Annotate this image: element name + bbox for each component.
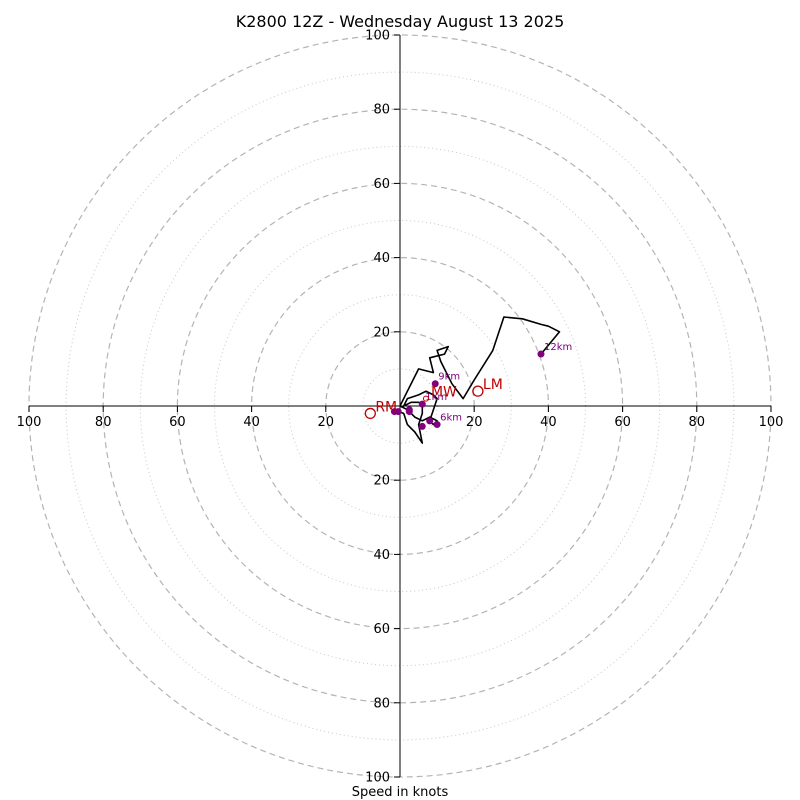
- tick-label-right-20: 20: [466, 415, 483, 430]
- axis-tick-labels: 100 80 60 40 20 20 40 60 80 100 100 80 60 40 20 20 40 60 8…: [17, 29, 784, 786]
- tick-label-right-100: 100: [759, 415, 784, 430]
- height-markers: 1km 6km 9km 12km: [390, 342, 572, 430]
- storm-motion-label-MW: MW: [431, 385, 457, 401]
- storm-motion-markers: RM LM MW: [364, 377, 503, 420]
- height-marker-6: [426, 417, 434, 425]
- height-marker-6km: [433, 421, 441, 429]
- storm-motion-marker-RM: [364, 407, 376, 420]
- tick-label-right-60: 60: [614, 415, 631, 430]
- tick-label-bottom-100: 100: [365, 771, 390, 786]
- storm-motion-label-RM: RM: [375, 399, 397, 415]
- storm-motion-marker-MW: [422, 395, 429, 402]
- tick-label-top-40: 40: [373, 251, 390, 266]
- tick-label-bottom-80: 80: [373, 696, 390, 711]
- x-axis-label: Speed in knots: [352, 785, 449, 800]
- height-marker-1: [390, 408, 398, 416]
- tick-label-top-80: 80: [373, 103, 390, 118]
- height-marker-12km: [537, 350, 545, 358]
- tick-label-left-20: 20: [318, 415, 335, 430]
- storm-motion-marker-LM: [472, 385, 484, 397]
- tick-label-bottom-60: 60: [373, 622, 390, 637]
- tick-label-left-40: 40: [243, 415, 260, 430]
- height-label-9km: 9km: [438, 372, 460, 383]
- height-marker-9km: [431, 380, 439, 388]
- tick-label-top-20: 20: [373, 325, 390, 340]
- tick-label-right-40: 40: [540, 415, 557, 430]
- height-label-6km: 6km: [440, 413, 462, 424]
- height-label-12km: 12km: [544, 342, 572, 353]
- tick-label-right-80: 80: [689, 415, 706, 430]
- tick-label-left-100: 100: [17, 415, 42, 430]
- height-marker-5: [418, 422, 426, 430]
- tick-label-bottom-20: 20: [373, 474, 390, 489]
- tick-label-top-100: 100: [365, 29, 390, 44]
- height-marker-3: [405, 408, 413, 416]
- height-marker-1km: [418, 400, 426, 408]
- storm-motion-label-LM: LM: [483, 377, 503, 393]
- height-label-1km: 1km: [425, 392, 447, 403]
- tick-label-bottom-40: 40: [373, 548, 390, 563]
- chart-title: K2800 12Z - Wednesday August 13 2025: [236, 12, 565, 31]
- tick-label-left-60: 60: [169, 415, 186, 430]
- tick-label-left-80: 80: [95, 415, 112, 430]
- tick-label-top-60: 60: [373, 177, 390, 192]
